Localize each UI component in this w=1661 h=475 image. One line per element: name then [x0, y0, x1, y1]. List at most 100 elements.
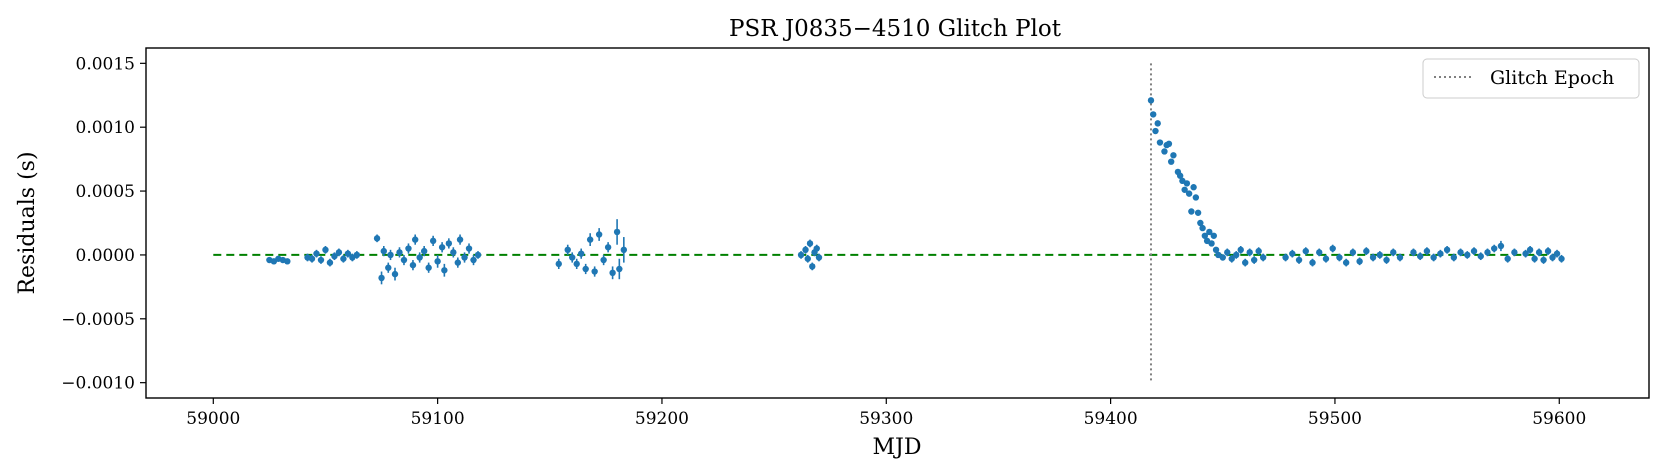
data-point [409, 261, 417, 269]
data-point [441, 267, 448, 274]
data-point [1464, 251, 1471, 259]
data-point [405, 245, 412, 252]
x-tick-label: 59000 [186, 409, 240, 429]
data-point [1477, 253, 1484, 260]
data-point [1376, 251, 1384, 259]
data-point [1259, 254, 1267, 261]
data-point [1176, 172, 1184, 179]
data-point [456, 236, 464, 243]
data-point [1289, 250, 1296, 257]
data-point [1210, 232, 1218, 239]
data-point [434, 258, 441, 265]
data-point [564, 246, 571, 254]
data-point [322, 246, 329, 254]
data-point [411, 236, 419, 243]
data-point [474, 251, 482, 259]
data-point [1188, 208, 1195, 215]
data-point [797, 251, 805, 259]
data-point [1549, 254, 1556, 261]
data-point [1430, 254, 1437, 261]
data-point [555, 260, 562, 268]
data-point [1233, 251, 1240, 259]
data-point [1190, 184, 1197, 191]
legend: Glitch Epoch [1422, 58, 1640, 99]
y-tick-label: 0.0000 [76, 246, 135, 266]
y-tick-label: −0.0010 [61, 374, 135, 394]
data-point [595, 231, 603, 238]
data-point [813, 245, 820, 252]
axes-layer: 59000 59100 59200 59300 59400 59500 59600 −0.00… [61, 54, 1586, 429]
chart-title: PSR J0835−4510 Glitch Plot [729, 16, 1062, 42]
data-point [1228, 255, 1235, 262]
y-tick-label: 0.0015 [76, 54, 135, 74]
data-point [1450, 254, 1458, 261]
data-point [326, 259, 334, 266]
data-point [391, 270, 399, 278]
data-point [1390, 249, 1397, 256]
data-point [353, 251, 361, 259]
data-point [586, 236, 594, 243]
data-point [445, 240, 453, 247]
y-tick-label: 0.0005 [76, 182, 135, 202]
data-point [1161, 148, 1168, 155]
data-point [1295, 256, 1303, 264]
data-point [1522, 250, 1529, 257]
data-point [1309, 259, 1316, 266]
data-point [1147, 97, 1155, 104]
data-point [454, 259, 462, 266]
data-point [1194, 209, 1202, 216]
data-point [806, 240, 814, 247]
data-point [387, 251, 394, 259]
data-point [1156, 139, 1164, 146]
data-point [1396, 254, 1404, 261]
data-point [1183, 180, 1191, 187]
data-point [373, 235, 381, 242]
data-point [1201, 232, 1209, 239]
data-point [600, 256, 607, 264]
data-point [1255, 247, 1262, 255]
data-point [1224, 249, 1231, 256]
data-point [804, 255, 811, 262]
data-point [1212, 246, 1220, 254]
x-tick-label: 59100 [411, 409, 465, 429]
data-point [1181, 186, 1188, 193]
data-point [416, 254, 423, 261]
data-point [1152, 127, 1159, 135]
plot-area [145, 47, 1650, 399]
data-point [1504, 255, 1511, 262]
data-point [1349, 249, 1357, 256]
data-point [400, 256, 408, 264]
data-point [815, 254, 823, 261]
data-point [1497, 242, 1505, 250]
data-point [429, 237, 437, 245]
data-point [609, 269, 616, 277]
data-point [573, 260, 580, 268]
data-point [317, 256, 325, 264]
x-tick-label: 59600 [1532, 409, 1586, 429]
data-point [1484, 249, 1491, 256]
x-tick-label: 59300 [859, 409, 913, 429]
data-point [1192, 194, 1200, 201]
data-point [1206, 228, 1213, 236]
data-point [438, 244, 446, 251]
data-point [465, 245, 473, 252]
data-point [1316, 249, 1323, 256]
data-point [1558, 255, 1565, 262]
data-point [1410, 249, 1417, 256]
data-point [1443, 246, 1451, 254]
data-point [1531, 255, 1538, 262]
data-point [344, 250, 352, 257]
data-point [1383, 256, 1390, 264]
data-point [1199, 224, 1206, 232]
x-tick-label: 59200 [635, 409, 689, 429]
data-point [1553, 250, 1561, 257]
data-point [1363, 247, 1370, 255]
data-point [1322, 255, 1330, 262]
data-point [1219, 254, 1226, 261]
data-point [1369, 254, 1377, 261]
legend-entry-glitch-epoch: Glitch Epoch [1490, 67, 1614, 89]
y-tick-label: 0.0010 [76, 118, 135, 138]
data-point [591, 268, 598, 275]
data-point [1282, 254, 1289, 261]
